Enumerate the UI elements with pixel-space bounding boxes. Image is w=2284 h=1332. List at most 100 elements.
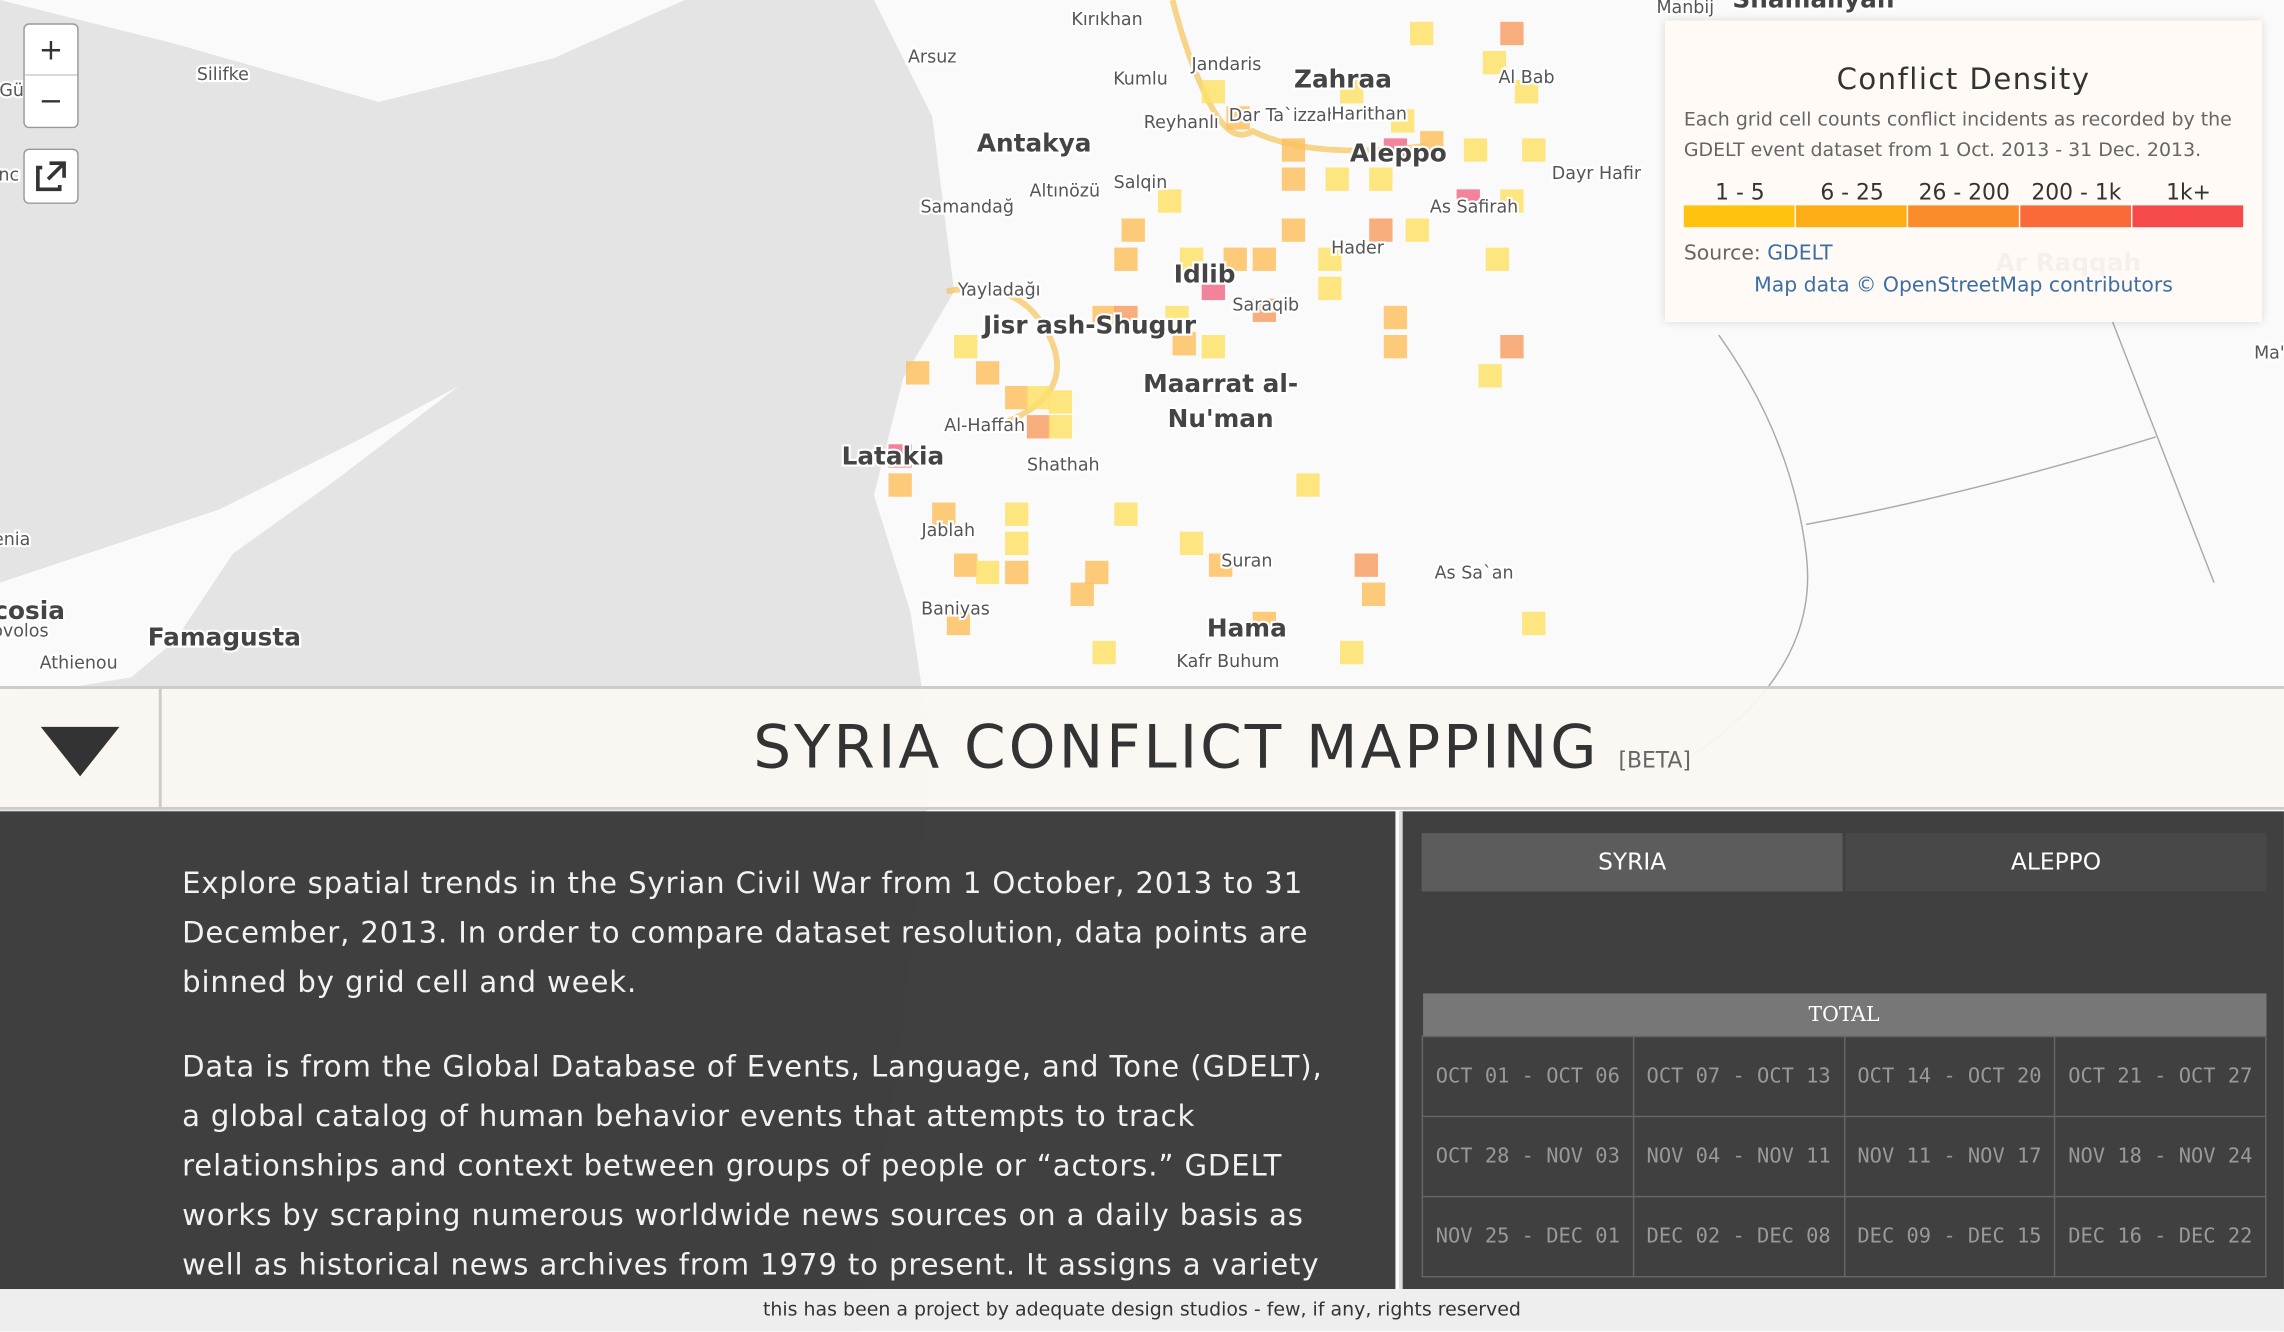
place-label: Aleppo xyxy=(1350,139,1447,168)
triangle-icon xyxy=(40,726,120,777)
place-label: Al Bab xyxy=(1498,68,1554,88)
turkey-coast xyxy=(0,0,685,102)
week-cell[interactable]: NOV 18 - NOV 24 xyxy=(2054,1115,2267,1198)
grid-cell xyxy=(1318,247,1342,271)
grid-cell xyxy=(1252,611,1276,636)
grid-cell xyxy=(1121,218,1145,242)
place-label: Saraqib xyxy=(1232,295,1299,315)
place-label: Al-Haffah xyxy=(944,416,1025,436)
grid-cell xyxy=(932,502,956,526)
legend-bin-label: 26 - 200 xyxy=(1918,179,2010,206)
grid-cell xyxy=(888,473,912,497)
tab-aleppo[interactable]: ALEPPO xyxy=(1845,833,2267,892)
legend-bin-label: 1 - 5 xyxy=(1715,179,1765,206)
grid-cell xyxy=(1172,332,1196,356)
intro-paragraph: Explore spatial trends in the Syrian Civ… xyxy=(182,865,1309,1000)
legend-bin-label: 1k+ xyxy=(2166,179,2211,206)
place-label: Jisr ash-Shugur xyxy=(981,311,1197,340)
grid-cell xyxy=(1456,189,1480,213)
grid-cell xyxy=(1340,640,1364,665)
source-label: Source: xyxy=(1683,241,1761,266)
grid-cell xyxy=(1514,80,1539,104)
grid-cell xyxy=(1361,582,1386,606)
place-label: Suran xyxy=(1221,552,1272,572)
week-cell[interactable]: NOV 04 - NOV 11 xyxy=(1632,1115,1845,1198)
place-label: Harithan xyxy=(1331,104,1407,124)
grid-cell xyxy=(1485,247,1510,271)
legend-bin-label: 6 - 25 xyxy=(1820,179,1884,206)
place-label: Reyhanlı xyxy=(1144,113,1219,133)
footer: this has been a project by adequate desi… xyxy=(0,1289,2284,1332)
grid-cell xyxy=(1281,167,1306,191)
place-label: Kafr Buhum xyxy=(1176,652,1279,672)
week-cell[interactable]: DEC 16 - DEC 22 xyxy=(2054,1195,2267,1278)
place-label: Samandağ xyxy=(920,198,1013,218)
place-label: Kumlu xyxy=(1113,69,1168,89)
grid-cell xyxy=(1409,21,1434,46)
place-label: Jablah xyxy=(920,521,975,541)
week-cell[interactable]: OCT 28 - NOV 03 xyxy=(1421,1115,1634,1198)
grid-cell xyxy=(1281,218,1306,242)
grid-cell xyxy=(975,361,1000,385)
grid-cell xyxy=(1208,553,1233,577)
place-label: Antakya xyxy=(977,128,1092,157)
place-label: Dar Ta`izzah xyxy=(1229,106,1338,126)
fullscreen-button[interactable] xyxy=(23,148,79,204)
grid-cell xyxy=(1114,502,1138,526)
grid-cell xyxy=(906,361,930,385)
zoom-out[interactable]: − xyxy=(38,83,64,118)
place-label: Shathah xyxy=(1027,455,1100,475)
grid-cell xyxy=(1114,247,1138,271)
zoom-controls: + − xyxy=(23,23,79,129)
zoom-in[interactable]: + xyxy=(24,25,78,76)
place-label: Athienou xyxy=(40,654,118,674)
week-cell[interactable]: OCT 14 - OCT 20 xyxy=(1843,1035,2056,1118)
intro-panel: Explore spatial trends in the Syrian Civ… xyxy=(0,811,1396,1290)
place-label: Shamaliyan xyxy=(1732,0,1894,13)
table-row: NOV 25 - DEC 01 DEC 02 - DEC 08 DEC 09 - D… xyxy=(1421,1195,2267,1278)
week-cell[interactable]: DEC 02 - DEC 08 xyxy=(1632,1195,1845,1278)
cyprus xyxy=(0,385,459,700)
grid-cell xyxy=(1369,167,1393,191)
week-cell[interactable]: OCT 07 - OCT 13 xyxy=(1632,1035,1845,1118)
tab-syria[interactable]: SYRIA xyxy=(1421,833,1843,892)
grid-cell xyxy=(1500,189,1524,213)
week-cell[interactable]: DEC 09 - DEC 15 xyxy=(1843,1195,2056,1278)
week-cell[interactable]: OCT 21 - OCT 27 xyxy=(2054,1035,2267,1118)
legend-bin-label: 200 - 1k xyxy=(2031,179,2122,206)
grid-cell xyxy=(1281,138,1306,162)
grid-cell xyxy=(1005,560,1029,585)
grid-cell xyxy=(1420,131,1444,155)
grid-cell xyxy=(1252,298,1276,322)
grid-cell xyxy=(1383,305,1408,330)
legend-title: Conflict Density xyxy=(1836,61,2091,97)
place-label: Famagusta xyxy=(148,622,301,651)
grid-cell xyxy=(1522,138,1546,162)
grid-cell xyxy=(1092,640,1116,665)
legend-swatch xyxy=(1683,205,1795,228)
place-label: Altınözü xyxy=(1030,182,1101,202)
grid-cell xyxy=(1026,415,1051,439)
week-table: TOTAL OCT 01 - OCT 06 OCT 07 - OCT 13 OCT … xyxy=(1421,993,2267,1278)
grid-cell xyxy=(1070,582,1094,606)
table-title: TOTAL xyxy=(1422,993,2266,1037)
legend: Conflict Density Each grid cell counts c… xyxy=(1664,20,2263,322)
week-cell[interactable]: NOV 11 - NOV 17 xyxy=(1843,1115,2056,1198)
legend-swatch xyxy=(2020,205,2132,228)
place-label: Hama xyxy=(1207,614,1287,643)
page-title: SYRIA CONFLICT MAPPING xyxy=(753,712,1600,783)
grid-cell xyxy=(954,553,978,577)
legend-swatch xyxy=(1908,205,2019,228)
place-label: nc xyxy=(0,166,19,186)
grid-cell xyxy=(1179,247,1204,271)
grid-cell xyxy=(1383,138,1408,162)
week-cell[interactable]: NOV 25 - DEC 01 xyxy=(1421,1195,1634,1278)
place-label: enia xyxy=(0,530,30,550)
source-link[interactable]: GDELT xyxy=(1767,241,1833,266)
place-label: As Safirah xyxy=(1430,198,1518,218)
conflict-cells xyxy=(888,21,1546,665)
week-cell[interactable]: OCT 01 - OCT 06 xyxy=(1421,1035,1634,1118)
toggle-button[interactable] xyxy=(0,688,162,810)
attribution[interactable]: Map data © OpenStreetMap contributors xyxy=(1754,273,2173,298)
